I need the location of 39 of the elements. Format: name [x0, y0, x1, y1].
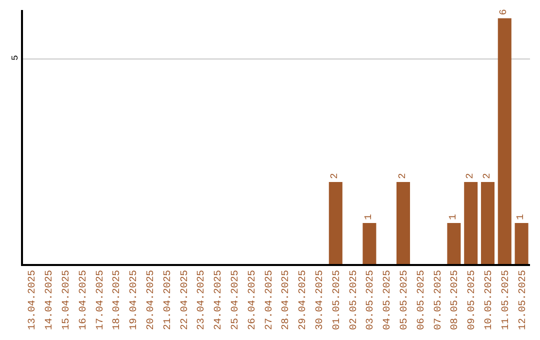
data-label: 2: [330, 173, 342, 180]
x-tick-label: 12.05.2025: [518, 270, 529, 330]
x-tick-label: 19.04.2025: [129, 270, 140, 330]
x-tick-label: 10.05.2025: [484, 270, 495, 330]
data-label: 1: [364, 214, 375, 220]
x-tick-label: 03.05.2025: [366, 270, 377, 330]
x-tick-label: 09.05.2025: [467, 270, 478, 330]
x-tick-label: 20.04.2025: [146, 270, 157, 330]
data-label: 2: [482, 173, 494, 180]
x-tick-label: 28.04.2025: [281, 270, 292, 330]
x-tick-label: 18.04.2025: [112, 270, 124, 330]
x-tick-label: 01.05.2025: [332, 270, 343, 330]
x-tick-label: 22.04.2025: [180, 270, 191, 330]
x-tick-label: 14.04.2025: [44, 270, 56, 330]
x-tick-label: 26.04.2025: [247, 270, 258, 330]
x-tick-label: 25.04.2025: [230, 270, 242, 330]
x-tick-label: 13.04.2025: [28, 270, 39, 330]
y-tick-label: 5: [10, 55, 20, 61]
x-tick-label: 15.04.2025: [62, 270, 72, 330]
x-tick-label: 02.05.2025: [348, 270, 360, 330]
x-tick-label: 29.04.2025: [298, 270, 310, 330]
x-tick-label: 06.05.2025: [416, 270, 428, 330]
x-tick-label: 30.04.2025: [315, 270, 326, 330]
x-tick-label: 07.05.2025: [433, 270, 444, 330]
x-tick-label: 05.05.2025: [400, 270, 410, 330]
x-tick-label: 04.05.2025: [382, 270, 394, 330]
data-label: 2: [398, 173, 409, 180]
x-tick-label: 08.05.2025: [450, 270, 462, 330]
x-tick-label: 16.04.2025: [78, 270, 90, 330]
x-tick-label: 17.04.2025: [95, 270, 106, 330]
data-label: 1: [448, 214, 460, 220]
x-tick-label: 11.05.2025: [500, 270, 512, 330]
data-label: 6: [499, 9, 510, 16]
data-label: 2: [465, 173, 476, 180]
x-tick-label: 23.04.2025: [196, 270, 208, 330]
x-tick-label: 24.04.2025: [214, 270, 225, 330]
data-label: 1: [516, 214, 528, 220]
x-tick-label: 27.04.2025: [264, 270, 276, 330]
x-tick-label: 21.04.2025: [162, 270, 174, 330]
